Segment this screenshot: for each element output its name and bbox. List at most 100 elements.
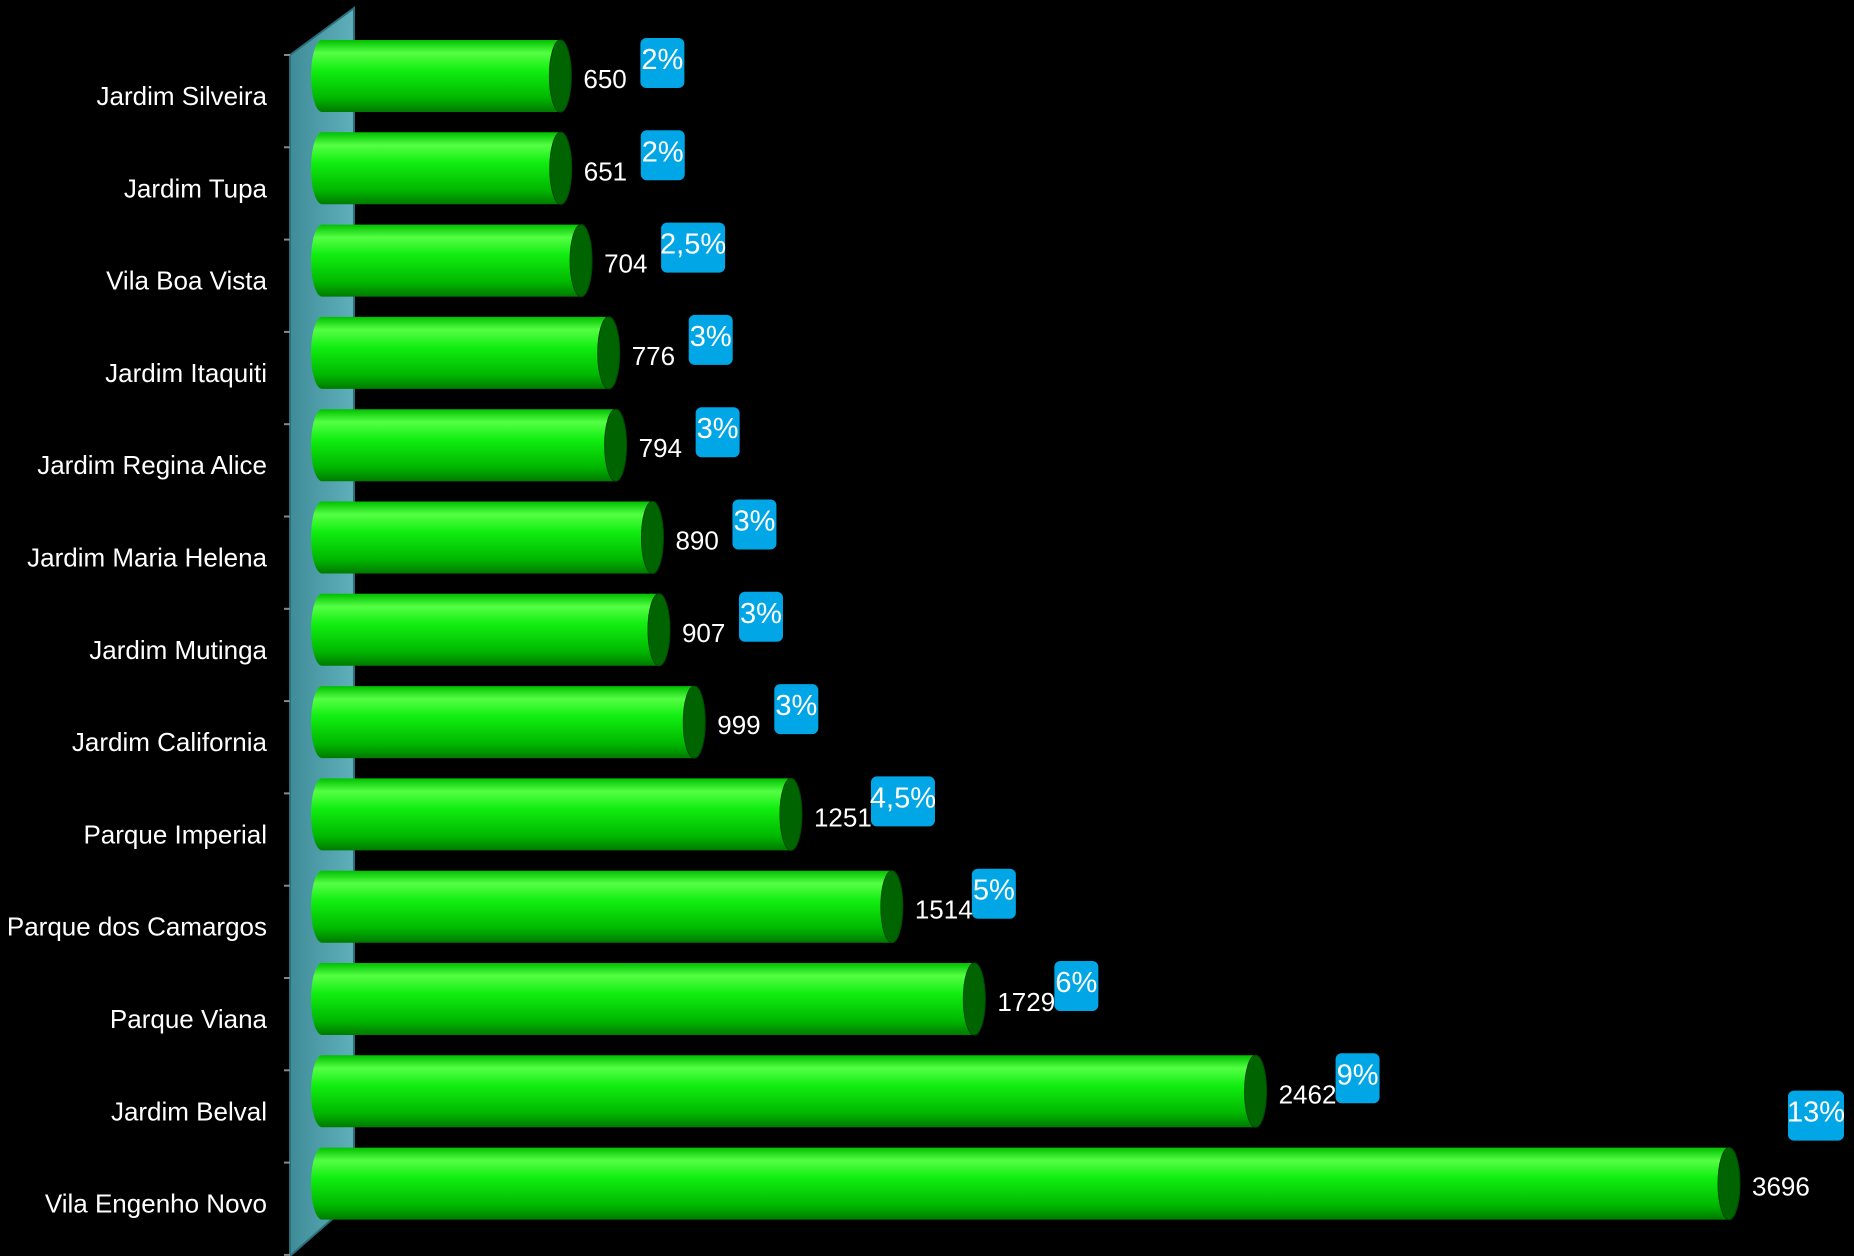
value-label: 2462 xyxy=(1279,1079,1337,1109)
value-label: 776 xyxy=(632,341,675,371)
category-label: Vila Boa Vista xyxy=(106,266,267,296)
bar-end-cap xyxy=(962,962,986,1036)
bar-body xyxy=(311,316,609,389)
percent-label: 3% xyxy=(775,690,817,722)
percent-badge-bg xyxy=(1054,961,1099,1011)
value-label: 704 xyxy=(604,249,647,279)
percent-label: 6% xyxy=(1055,967,1097,999)
bar-body xyxy=(311,409,616,482)
percent-badge: 9% xyxy=(1335,1053,1380,1104)
value-label: 999 xyxy=(717,710,760,740)
percent-label: 13% xyxy=(1787,1097,1845,1129)
bar-body xyxy=(311,593,659,666)
value-label: 650 xyxy=(583,64,626,94)
bar-end-cap xyxy=(548,39,572,113)
bar-end-cap xyxy=(604,408,628,482)
percent-badge-bg xyxy=(870,776,935,827)
percent-label: 3% xyxy=(690,321,732,353)
bar xyxy=(311,316,621,390)
percent-badge-bg xyxy=(640,38,685,88)
percent-label: 2% xyxy=(641,44,683,76)
percent-badge: 3% xyxy=(774,684,819,735)
percent-badge-bg xyxy=(661,222,726,273)
percent-badge: 6% xyxy=(1054,961,1099,1011)
category-label: Jardim Silveira xyxy=(97,81,268,111)
percent-label: 2,5% xyxy=(660,229,726,261)
bar xyxy=(311,1147,1741,1221)
value-label: 907 xyxy=(682,618,725,648)
bar-body xyxy=(311,778,791,851)
category-label: Parque Viana xyxy=(110,1004,268,1034)
percent-badge: 4,5% xyxy=(870,776,936,827)
bar xyxy=(311,593,671,667)
bar-body xyxy=(311,963,975,1035)
percent-badge: 3% xyxy=(695,407,740,458)
percent-label: 4,5% xyxy=(870,782,936,814)
percent-badge: 2,5% xyxy=(660,222,726,273)
bar-body xyxy=(311,132,561,205)
value-label: 3696 xyxy=(1752,1172,1810,1202)
bar-body xyxy=(311,40,561,112)
value-label: 794 xyxy=(639,433,682,463)
value-label: 1251 xyxy=(814,802,872,832)
bar-body xyxy=(311,686,695,759)
bar xyxy=(311,685,706,759)
bar-body xyxy=(311,870,892,943)
category-label: Parque Imperial xyxy=(83,819,267,849)
percent-label: 2% xyxy=(642,136,684,168)
bar xyxy=(311,131,573,205)
percent-badge-bg xyxy=(695,407,740,458)
percent-badge: 5% xyxy=(971,868,1016,919)
bar-end-cap xyxy=(647,593,671,667)
value-label: 651 xyxy=(584,156,627,186)
percent-badge: 3% xyxy=(688,314,733,365)
category-label: Vila Engenho Novo xyxy=(45,1189,267,1219)
bar xyxy=(311,408,628,482)
bar-body xyxy=(311,501,653,574)
category-label: Jardim Belval xyxy=(111,1096,267,1126)
percent-badge-bg xyxy=(971,868,1016,919)
bar xyxy=(311,1054,1268,1128)
percent-label: 5% xyxy=(973,875,1015,907)
category-label: Parque dos Camargos xyxy=(7,912,267,942)
bar xyxy=(311,777,803,851)
bar xyxy=(311,962,986,1036)
bar-end-cap xyxy=(569,224,593,298)
category-label: Jardim Tupa xyxy=(124,173,268,203)
percent-badge: 13% xyxy=(1787,1090,1845,1141)
percent-badge-bg xyxy=(732,499,777,550)
bar-end-cap xyxy=(640,501,664,574)
percent-badge: 3% xyxy=(738,591,783,642)
bar-end-cap xyxy=(880,870,904,944)
value-label: 890 xyxy=(675,526,718,556)
percent-badge: 2% xyxy=(640,130,685,181)
bar-end-cap xyxy=(682,685,706,759)
bar xyxy=(311,501,664,574)
percent-badge-bg xyxy=(1335,1053,1380,1104)
percent-label: 9% xyxy=(1337,1059,1379,1091)
bar xyxy=(311,870,904,944)
category-label: Jardim California xyxy=(72,727,268,757)
value-label: 1729 xyxy=(997,987,1055,1017)
bar-body xyxy=(311,224,582,297)
bar-end-cap xyxy=(549,131,573,205)
percent-badge-bg xyxy=(738,591,783,642)
percent-badge-bg xyxy=(1788,1090,1844,1141)
bar-end-cap xyxy=(597,316,621,390)
category-label: Jardim Maria Helena xyxy=(27,543,267,573)
bar-end-cap xyxy=(779,777,803,851)
percent-badge-bg xyxy=(640,130,685,181)
category-label: Jardim Regina Alice xyxy=(37,450,267,480)
percent-badge-bg xyxy=(688,314,733,365)
bar-body xyxy=(311,1147,1729,1220)
percent-label: 3% xyxy=(733,506,775,538)
bar xyxy=(311,39,572,113)
category-label: Jardim Mutinga xyxy=(89,635,267,665)
bar-end-cap xyxy=(1244,1054,1268,1128)
percent-badge: 3% xyxy=(732,499,777,550)
bar-end-cap xyxy=(1717,1147,1741,1221)
percent-badge: 2% xyxy=(640,38,685,88)
percent-label: 3% xyxy=(740,598,782,630)
value-label: 1514 xyxy=(915,895,973,925)
